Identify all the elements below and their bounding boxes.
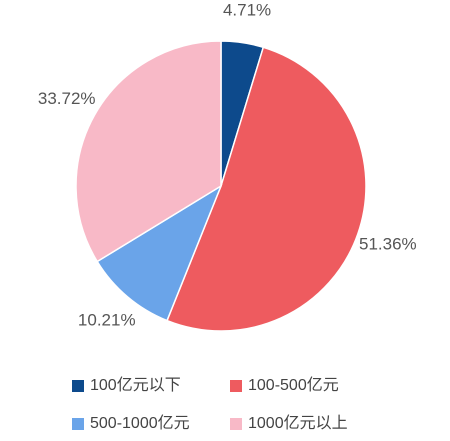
legend-label: 100亿元以下 [90, 376, 181, 394]
legend-label: 100-500亿元 [248, 376, 339, 394]
data-label: 4.71% [223, 1, 271, 20]
data-label: 51.36% [359, 234, 417, 253]
data-label: 10.21% [78, 311, 136, 330]
pie-slice [96, 184, 223, 322]
legend-swatch [230, 418, 242, 430]
legend-swatch [230, 380, 242, 392]
pie-slice [75, 40, 222, 263]
legend: 100亿元以下 100-500亿元 500-1000亿元 1000亿元以上 [72, 376, 348, 432]
pie-slice [166, 46, 367, 332]
legend-swatch [72, 418, 84, 430]
legend-label: 1000亿元以上 [248, 414, 348, 432]
legend-swatch [72, 380, 84, 392]
legend-label: 500-1000亿元 [90, 414, 190, 432]
data-label: 33.72% [38, 89, 96, 108]
